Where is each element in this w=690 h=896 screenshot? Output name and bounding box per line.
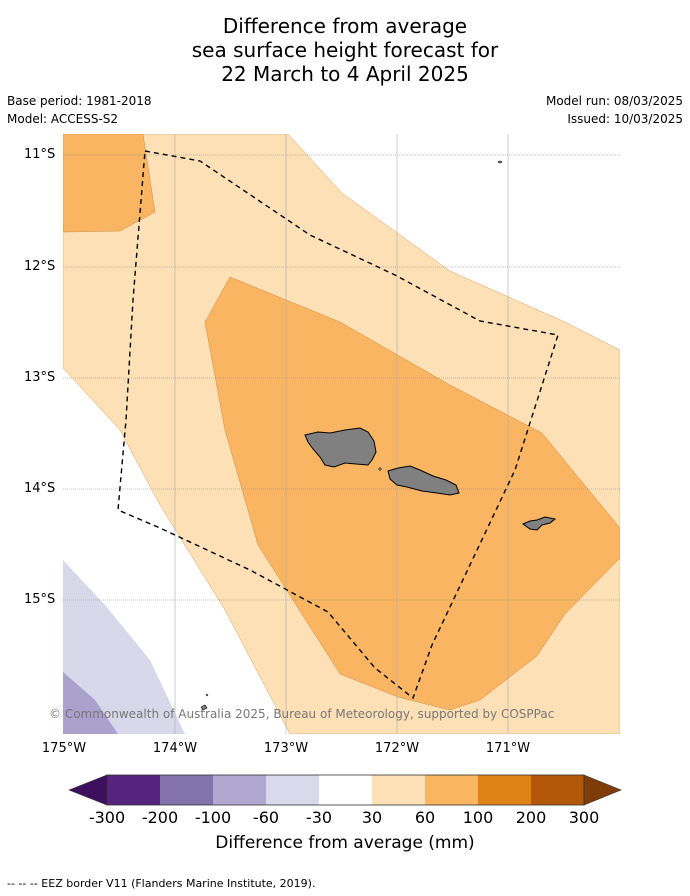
title-line-3: 22 March to 4 April 2025 [221,62,469,86]
gridlines [63,134,620,734]
lon-label-171w: 171°W [485,741,531,756]
meta-left: Base period: 1981-2018 Model: ACCESS-S2 [7,94,152,130]
eez-legend-footer: -- -- -- EEZ border V11 (Flanders Marine… [7,877,316,890]
island-savaii [304,427,377,468]
colorbar-ticks: -300 -200 -100 -60 -30 30 60 100 200 300 [0,808,690,828]
lon-label-174w: 174°W [152,741,198,756]
lon-label-175w: 175°W [41,741,87,756]
title-line-2: sea surface height forecast for [191,38,499,62]
colorbar-seg-9 [531,775,584,805]
colorbar-tick: -100 [194,808,232,827]
colorbar-tick: -60 [252,808,280,827]
contour-minus-30-60 [63,560,185,734]
colorbar-seg-2 [160,775,213,805]
lon-label-172w: 172°W [374,741,420,756]
colorbar-tick: 60 [414,808,436,827]
lat-label-11s: 11°S [24,147,56,162]
colorbar-tick: 100 [462,808,494,827]
island-swains [497,160,503,164]
colorbar-tick: 200 [515,808,547,827]
lat-label-13s: 13°S [24,370,56,385]
island-sw-islet [200,704,208,711]
lat-label-15s: 15°S [24,592,56,607]
island-tutuila [521,516,557,531]
colorbar-seg-4 [266,775,319,805]
colorbar-seg-1 [107,775,160,805]
colorbar-seg-3 [213,775,266,805]
meta-right: Model run: 08/03/2025 Issued: 10/03/2025 [546,94,683,130]
contour-60-100-nw [63,134,156,233]
map-area [63,134,620,734]
copyright-notice: © Commonwealth of Australia 2025, Bureau… [49,707,555,721]
island-upolu [387,465,460,496]
colorbar-seg-8 [478,775,531,805]
chart-title: Difference from average sea surface heig… [0,14,690,86]
colorbar-tick: 300 [568,808,600,827]
colorbar [68,774,622,806]
colorbar-tick: -30 [305,808,333,827]
title-line-1: Difference from average [222,14,468,38]
island-sw-islet-2 [205,693,209,697]
colorbar-min-arrow [68,774,108,806]
colorbar-seg-7 [425,775,478,805]
colorbar-outline [106,774,585,806]
colorbar-seg-6 [372,775,425,805]
lat-label-14s: 14°S [24,481,56,496]
colorbar-label: Difference from average (mm) [215,833,475,853]
issued-text: Issued: 10/03/2025 [567,112,683,126]
colorbar-seg-5 [319,775,372,805]
model-run-text: Model run: 08/03/2025 [545,94,683,108]
colorbar-tick: -200 [141,808,179,827]
lat-label-12s: 12°S [24,259,56,274]
colorbar-tick: 30 [361,808,383,827]
eez-border [117,150,559,700]
colorbar-tick: -300 [88,808,126,827]
model-text: Model: ACCESS-S2 [7,112,119,126]
base-period-text: Base period: 1981-2018 [7,94,152,108]
island-apolima [378,467,382,471]
lon-label-173w: 173°W [263,741,309,756]
colorbar-max-arrow [583,774,622,806]
contour-minus-60-100 [63,672,118,734]
